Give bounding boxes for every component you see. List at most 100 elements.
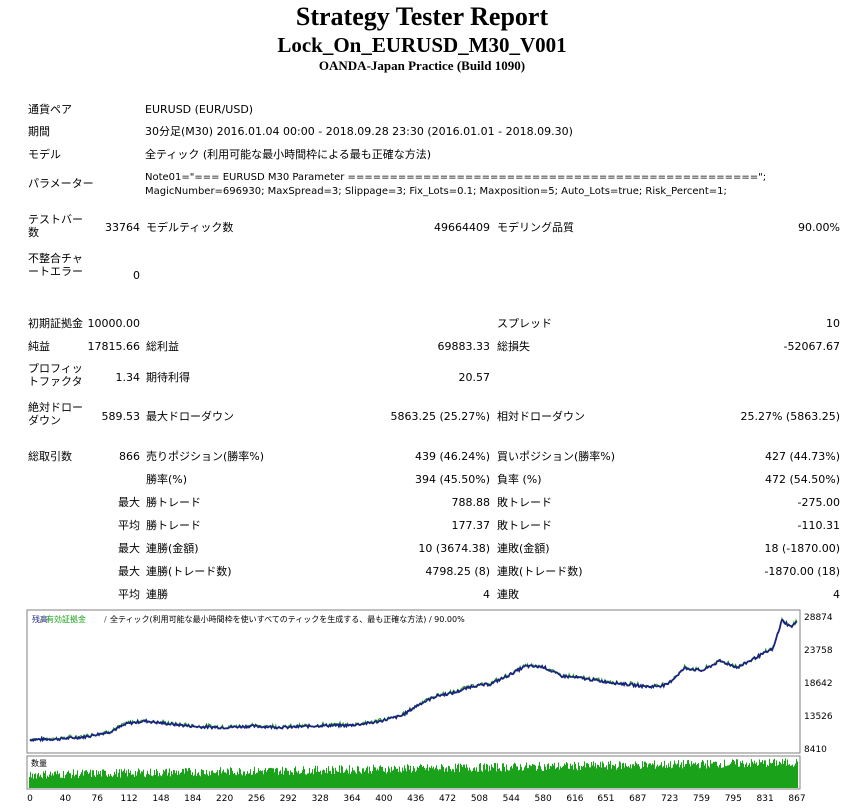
volume-bar <box>730 763 731 788</box>
volume-bar <box>228 769 229 788</box>
model-value: 全ティック (利用可能な最小時間枠による最も正確な方法) <box>145 148 432 161</box>
max-word: 最大 <box>118 496 140 509</box>
x-tick-label: 184 <box>184 794 201 804</box>
volume-bar <box>551 766 552 788</box>
volume-bar <box>75 774 76 788</box>
volume-bar <box>297 772 298 788</box>
max-word: 最大 <box>118 565 140 578</box>
volume-bar <box>787 759 788 788</box>
volume-bar <box>510 767 511 788</box>
volume-bar <box>444 771 445 788</box>
volume-bar <box>646 763 647 788</box>
server-build: OANDA-Japan Practice (Build 1090) <box>318 58 526 73</box>
volume-bar <box>452 769 453 788</box>
volume-bar <box>625 763 626 788</box>
volume-bar <box>161 776 162 788</box>
volume-bar <box>362 768 363 788</box>
volume-bar <box>281 773 282 788</box>
volume-bar <box>170 776 171 788</box>
volume-bar <box>273 768 274 788</box>
volume-bar <box>682 768 683 788</box>
period-label: 期間 <box>28 125 50 138</box>
quality-value: 90.00% <box>798 221 840 234</box>
volume-bar <box>674 760 675 788</box>
volume-bar <box>456 768 457 788</box>
volume-bar <box>641 768 642 788</box>
volume-bar <box>486 763 487 788</box>
volume-bar <box>308 773 309 788</box>
volume-bar <box>629 767 630 788</box>
volume-bar <box>258 768 259 788</box>
rel-dd-label: 相対ドローダウン <box>497 410 585 423</box>
volume-bar <box>44 773 45 788</box>
volume-bar <box>192 772 193 788</box>
volume-bar <box>180 772 181 788</box>
volume-bar <box>612 764 613 788</box>
volume-bar <box>747 766 748 788</box>
volume-bar <box>339 765 340 788</box>
volume-bar <box>252 774 253 788</box>
volume-bar <box>84 771 85 788</box>
volume-bar <box>665 767 666 788</box>
short-value: 439 (46.24%) <box>414 450 490 463</box>
volume-bar <box>314 768 315 788</box>
volume-bar <box>538 765 539 788</box>
volume-bar <box>81 772 82 788</box>
volume-bar <box>168 772 169 788</box>
win-label: 勝率(%) <box>146 473 188 486</box>
volume-bar <box>488 771 489 788</box>
volume-bar <box>623 762 624 788</box>
volume-bar <box>698 762 699 788</box>
volume-bar <box>550 765 551 788</box>
volume-bar <box>732 759 733 788</box>
volume-bar <box>323 769 324 788</box>
max-consec-profit-label: 連勝(トレード数) <box>146 565 232 578</box>
volume-bar <box>465 767 466 788</box>
volume-bar <box>117 776 118 788</box>
volume-bar <box>414 768 415 788</box>
volume-bar <box>776 760 777 788</box>
volume-bar <box>607 769 608 788</box>
volume-bar <box>467 767 468 788</box>
volume-bar <box>445 768 446 788</box>
volume-bar <box>158 776 159 788</box>
volume-bar <box>523 770 524 788</box>
x-tick-label: 616 <box>566 794 583 804</box>
volume-bar <box>668 763 669 788</box>
volume-bar <box>762 760 763 788</box>
volume-bar <box>57 770 58 788</box>
volume-bar <box>244 771 245 788</box>
volume-bar <box>248 773 249 788</box>
volume-bar <box>238 774 239 788</box>
legend-equity: 有効証拠金 <box>46 614 86 624</box>
volume-bar <box>636 763 637 788</box>
volume-bar <box>658 766 659 788</box>
volume-bar <box>184 773 185 788</box>
volume-bar <box>245 775 246 788</box>
volume-bar <box>263 774 264 788</box>
symbol-value: EURUSD (EUR/USD) <box>145 103 254 116</box>
volume-bar <box>627 767 628 788</box>
volume-bar <box>563 765 564 788</box>
volume-bar <box>360 772 361 788</box>
volume-bar <box>270 767 271 788</box>
volume-bar <box>564 763 565 788</box>
volume-bar <box>320 770 321 788</box>
volume-bar <box>584 761 585 788</box>
volume-bar <box>399 766 400 788</box>
volume-bar <box>791 765 792 788</box>
legend-sep-2: / <box>104 615 107 624</box>
volume-bar <box>634 766 635 788</box>
volume-bar <box>99 774 100 788</box>
volume-bar <box>699 768 700 788</box>
volume-bar <box>315 765 316 788</box>
volume-bar <box>588 764 589 788</box>
volume-bar <box>742 760 743 788</box>
volume-bar <box>763 763 764 788</box>
volume-bar <box>237 771 238 788</box>
volume-bar <box>666 765 667 788</box>
volume-bar <box>79 775 80 788</box>
trades-label: 総取引数 <box>28 450 72 463</box>
volume-bar <box>531 766 532 788</box>
volume-bar <box>473 768 474 788</box>
